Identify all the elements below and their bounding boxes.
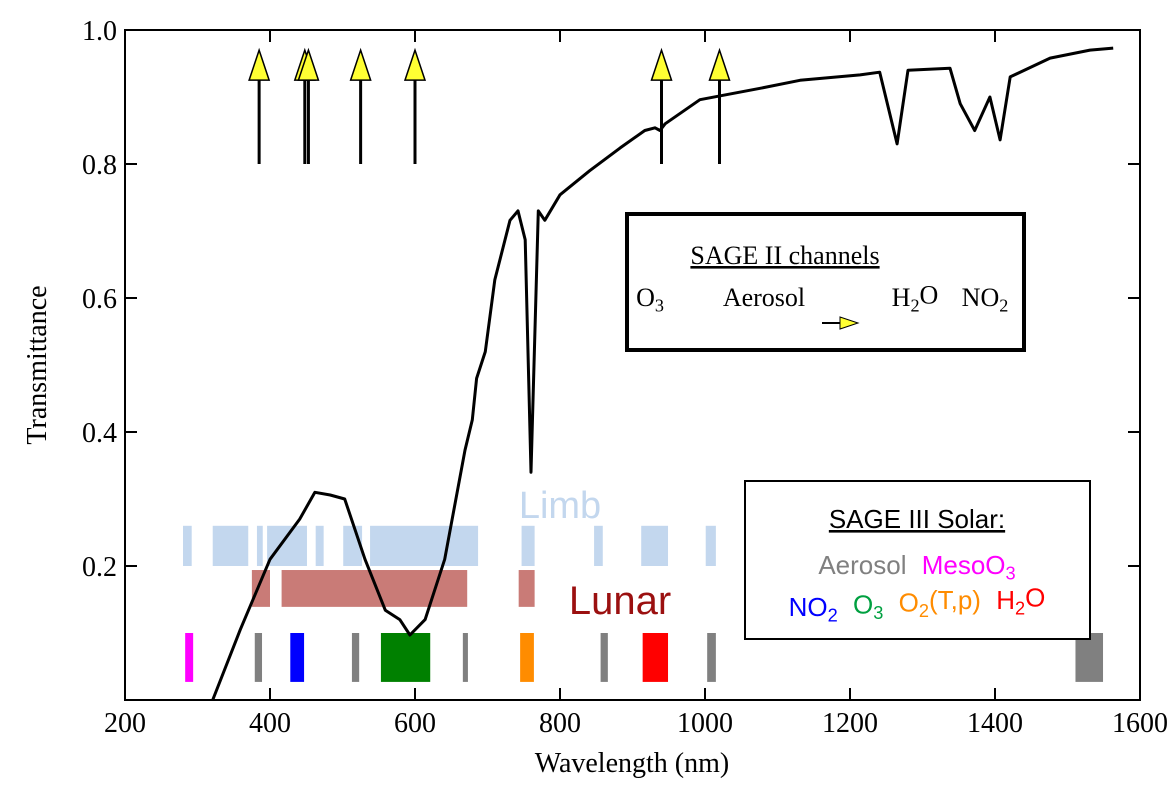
solar-band [254, 633, 263, 682]
text-part: O [899, 587, 919, 617]
y-tick-label: 1.0 [82, 16, 117, 47]
arrow-head [297, 47, 320, 81]
legend-item: H2O [892, 281, 939, 316]
channel-arrow [248, 47, 271, 164]
x-tick-label: 1600 [1112, 708, 1168, 739]
arrow-head [708, 47, 731, 81]
x-tick-label: 1200 [822, 708, 878, 739]
limb-band [267, 525, 307, 566]
legend-box [744, 480, 1091, 640]
y-tick-label: 0.2 [82, 552, 117, 583]
solar-band [351, 633, 360, 682]
channel-arrow [349, 47, 372, 164]
x-tick-label: 200 [104, 708, 146, 739]
legend-title: SAGE II channels [690, 241, 879, 270]
solar-band [600, 633, 608, 682]
text-part: MesoO [922, 550, 1006, 580]
text-part: Aerosol [723, 283, 805, 312]
solar-band [1075, 633, 1104, 682]
limb-band [641, 525, 669, 566]
text-part: NO [789, 592, 828, 622]
lunar-band [518, 570, 535, 607]
limb-band [256, 525, 263, 566]
lunar-label: Lunar [569, 579, 671, 623]
text-part: Aerosol [818, 550, 906, 580]
text-part: H [892, 283, 911, 312]
legend-item: Aerosol [723, 283, 805, 312]
arrow-head [248, 47, 271, 81]
text-part: 2 [910, 295, 919, 315]
limb-band [521, 525, 535, 566]
legend-row: Aerosol MesoO3 [818, 550, 1015, 583]
arrow-head [349, 47, 372, 81]
arrow-head [403, 47, 427, 81]
solar-band [290, 633, 305, 682]
x-tick-label: 600 [394, 708, 436, 739]
text-part: 3 [873, 603, 883, 623]
limb-band [370, 525, 479, 566]
text-part: O [853, 590, 873, 620]
legend-item: NO2 [962, 283, 1009, 315]
text-part: NO [962, 283, 1000, 312]
text-part: O [920, 281, 939, 310]
legend-title: SAGE III Solar: [829, 504, 1005, 534]
text-part: H [996, 585, 1015, 615]
limb-band [212, 525, 249, 566]
transmittance-line [211, 46, 1114, 701]
limb-band [594, 525, 603, 566]
legend-arrow-head [839, 316, 860, 330]
text-part: 2 [999, 295, 1008, 315]
legend-row: NO2 O3 O2(T,p) H2O [789, 583, 1046, 626]
limb-band [705, 525, 716, 566]
y-axis-label: Transmittance [22, 285, 53, 444]
text-part: 3 [655, 295, 664, 315]
y-tick-label: 0.6 [82, 284, 117, 315]
solar-band [185, 633, 194, 682]
solar-band [642, 633, 669, 682]
text-part: 3 [1006, 563, 1016, 583]
solar-band [380, 633, 431, 682]
text-part: O [636, 283, 655, 312]
limb-band [183, 525, 192, 566]
arrow-head [650, 47, 673, 81]
legend-item: O3 [636, 283, 664, 315]
legend-box [625, 212, 1026, 352]
limb-band [315, 525, 324, 566]
text-part: 2 [1015, 598, 1025, 618]
plot-frame [124, 29, 1141, 701]
plot: Limb Lunar 200 400 600 800 1000 1200 1400 1600 0.2… [82, 16, 1168, 739]
text-part: 2 [828, 605, 838, 625]
spacer [891, 587, 898, 617]
y-tick-label: 0.4 [82, 418, 117, 449]
x-tick-label: 400 [249, 708, 291, 739]
channel-arrow [708, 47, 731, 164]
spacer [846, 590, 853, 620]
x-tick-label: 800 [539, 708, 581, 739]
solar-band [520, 633, 534, 682]
limb-label: Limb [519, 485, 601, 527]
x-tick-label: 1000 [677, 708, 733, 739]
x-tick-label: 1400 [967, 708, 1023, 739]
spacer [989, 585, 996, 615]
spacer [914, 550, 921, 580]
solar-band [707, 633, 716, 682]
x-axis-label: Wavelength (nm) [535, 748, 729, 779]
solar-band [462, 633, 468, 682]
channel-arrow [297, 47, 320, 164]
lunar-band [251, 570, 270, 607]
channel-arrow [403, 47, 427, 164]
text-part: (T,p) [929, 585, 981, 615]
text-part: O [1025, 583, 1045, 613]
text-part: 2 [919, 601, 929, 621]
y-tick-label: 0.8 [82, 150, 117, 181]
channel-arrow [650, 47, 673, 164]
